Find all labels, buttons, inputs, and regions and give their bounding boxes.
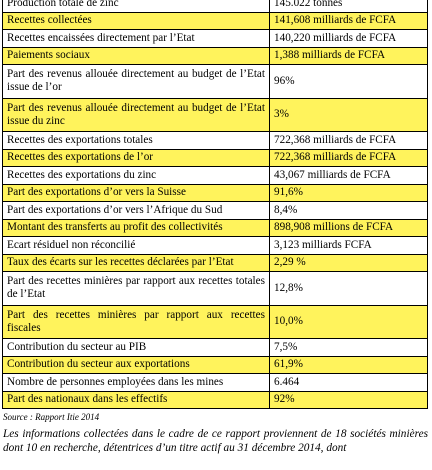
data-table: Production totale de zinc 145.022 tonnes R… xyxy=(2,0,428,409)
table-row: Contribution du secteur aux exportations… xyxy=(2,355,428,374)
row-value: 61,9% xyxy=(269,355,428,374)
table-row: Recettes collectées 141,608 milliards de … xyxy=(2,11,428,30)
row-value: 898,908 millions de FCFA xyxy=(269,218,428,237)
row-value: 1,388 milliards de FCFA xyxy=(269,46,428,65)
row-label: Contribution du secteur aux exportations xyxy=(2,355,270,374)
row-label: Part des exportations d’or vers la Suiss… xyxy=(2,183,270,202)
row-label: Part des revenus allouée directement au … xyxy=(2,97,270,132)
row-value: 140,220 milliards de FCFA xyxy=(269,29,428,48)
row-value: 8,4% xyxy=(269,201,428,220)
table-row: Part des exportations d’or vers l’Afriqu… xyxy=(2,201,428,220)
row-label: Part des recettes minières par rapport a… xyxy=(2,271,270,306)
row-value: 92% xyxy=(269,390,428,409)
table-row: Part des exportations d’or vers la Suiss… xyxy=(2,183,428,202)
paragraph: Les informations collectées dans le cadr… xyxy=(3,428,428,454)
row-label: Paiements sociaux xyxy=(2,46,270,65)
row-value: 722,368 milliards de FCFA xyxy=(269,131,428,150)
row-label: Recettes encaissées directement par l’Et… xyxy=(2,29,270,48)
table-row: Taux des écarts sur les recettes déclaré… xyxy=(2,253,428,272)
row-label: Part des nationaux dans les effectifs xyxy=(2,390,270,409)
row-value: 43,067 milliards de FCFA xyxy=(269,166,428,185)
row-value: 2,29 % xyxy=(269,253,428,272)
source: Source : Rapport Itie 2014 xyxy=(3,412,100,422)
row-label: Recettes des exportations de l’or xyxy=(2,148,270,167)
row-label: Taux des écarts sur les recettes déclaré… xyxy=(2,253,270,272)
row-value: 6.464 xyxy=(269,373,428,392)
table-row: Recettes des exportations totales 722,368… xyxy=(2,131,428,150)
content: Production totale de zinc 145.022 tonnes R… xyxy=(2,0,428,455)
table-row: Ecart résiduel non réconcilié 3,123 milli… xyxy=(2,236,428,255)
row-value: 141,608 milliards de FCFA xyxy=(269,11,428,30)
row-label: Recettes des exportations du zinc xyxy=(2,166,270,185)
row-value: 96% xyxy=(269,64,428,99)
table-row: Recettes des exportations de l’or 722,368… xyxy=(2,148,428,167)
row-value: 3% xyxy=(269,97,428,132)
row-value: 145.022 tonnes xyxy=(269,0,428,13)
row-label: Recettes collectées xyxy=(2,11,270,30)
table-row: Recettes des exportations du zinc 43,067 … xyxy=(2,166,428,185)
table-row: Contribution du secteur au PIB 7,5% xyxy=(2,338,428,357)
row-value: 3,123 milliards FCFA xyxy=(269,236,428,255)
row-label: Production totale de zinc xyxy=(2,0,270,13)
row-label: Nombre de personnes employées dans les m… xyxy=(2,373,270,392)
row-value: 10,0% xyxy=(269,304,428,339)
table-row: Montant des transferts au profit des col… xyxy=(2,218,428,237)
table-row: Nombre de personnes employées dans les m… xyxy=(2,373,428,392)
row-label: Part des recettes minières par rapport a… xyxy=(2,304,270,339)
table-row: Part des revenus allouée directement au … xyxy=(2,64,428,99)
row-label: Part des revenus allouée directement au … xyxy=(2,64,270,99)
row-value: 12,8% xyxy=(269,271,428,306)
table-row: Part des recettes minières par rapport a… xyxy=(2,304,428,339)
table-row: Recettes encaissées directement par l’Et… xyxy=(2,29,428,48)
row-value: 7,5% xyxy=(269,338,428,357)
table-row: Part des recettes minières par rapport a… xyxy=(2,271,428,306)
row-value: 722,368 milliards de FCFA xyxy=(269,148,428,167)
table-row: Part des nationaux dans les effectifs 92% xyxy=(2,390,428,409)
row-label: Recettes des exportations totales xyxy=(2,131,270,150)
row-value: 91,6% xyxy=(269,183,428,202)
table-row: Paiements sociaux 1,388 milliards de FCFA xyxy=(2,46,428,65)
row-label: Part des exportations d’or vers l’Afriqu… xyxy=(2,201,270,220)
table-row: Part des revenus allouée directement au … xyxy=(2,97,428,132)
table-row: Production totale de zinc 145.022 tonnes xyxy=(2,0,428,13)
row-label: Ecart résiduel non réconcilié xyxy=(2,236,270,255)
row-label: Montant des transferts au profit des col… xyxy=(2,218,270,237)
row-label: Contribution du secteur au PIB xyxy=(2,338,270,357)
